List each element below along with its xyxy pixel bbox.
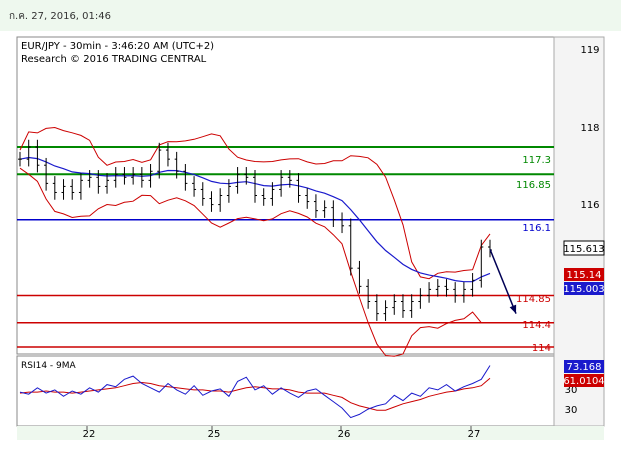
last-price-label: 115.613: [563, 244, 604, 255]
x-tick-27: 27: [468, 429, 481, 440]
level-label-117-3: 117.3: [522, 155, 551, 166]
rsi-title: RSI14 - 9MA: [21, 361, 77, 371]
forecast-arrow-head: [509, 304, 517, 314]
y-tick-116: 116: [580, 200, 599, 211]
ma-tag-label: 115.003: [563, 284, 604, 295]
chart-subtitle: Research © 2016 TRADING CENTRAL: [21, 54, 207, 65]
ma-tag: [564, 282, 604, 295]
level-label-114-85: 114.85: [516, 294, 551, 305]
rsi-tick-upper: 30: [565, 385, 578, 396]
y-tick-119: 119: [580, 45, 599, 56]
rsi-tag-label: 73.168: [567, 362, 602, 373]
price-panel-frame: [16, 36, 555, 355]
timestamp-label: ก.ค. 27, 2016, 01:46: [9, 11, 111, 22]
chart-title: EUR/JPY - 30min - 3:46:20 AM (UTC+2): [21, 41, 214, 52]
x-tick-25: 25: [208, 429, 221, 440]
x-tick-22: 22: [83, 429, 96, 440]
rsi-line: [19, 365, 491, 419]
rsi-layer: [19, 365, 491, 419]
level-label-114-4: 114.4: [522, 320, 551, 331]
price-layer: [17, 126, 554, 357]
forecast-arrow-line: [489, 248, 517, 314]
rsi-ma-tag: [564, 374, 604, 387]
last-price-tag: [563, 240, 605, 256]
x-axis-panel: [17, 426, 604, 440]
bollinger-lower-line: [19, 167, 491, 357]
y-tick-118: 118: [580, 123, 599, 134]
level-label-116-85: 116.85: [516, 180, 551, 191]
rsi-ma-line: [19, 377, 491, 411]
rsi-tick-lower: 30: [565, 405, 578, 416]
level-label-114: 114: [532, 343, 551, 354]
bollinger-upper-line: [19, 126, 491, 280]
x-tick-26: 26: [338, 429, 351, 440]
bollinger-tag: [564, 268, 604, 281]
rsi-tag: [564, 360, 604, 373]
bollinger-tag-label: 115.14: [567, 270, 602, 281]
rsi-ma-tag-label: 61.0104: [563, 376, 604, 387]
top-bar: ก.ค. 27, 2016, 01:46: [0, 0, 621, 31]
level-label-116-1: 116.1: [522, 223, 551, 234]
